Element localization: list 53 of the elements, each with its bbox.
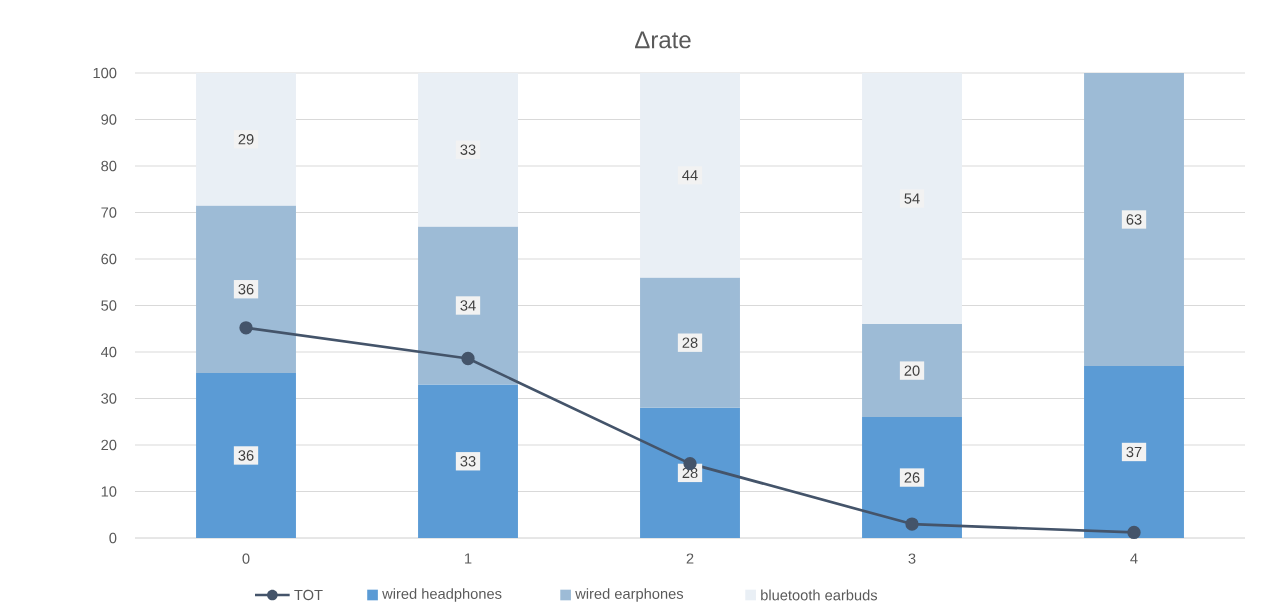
- data-label: 28: [682, 467, 698, 479]
- data-label: 29: [238, 134, 254, 145]
- bar: [862, 417, 962, 538]
- bar: [418, 384, 518, 538]
- bar: [640, 277, 740, 408]
- y-tick-label: 40: [100, 346, 117, 358]
- data-label: 34: [460, 300, 476, 311]
- bar: [418, 73, 518, 227]
- bar: [196, 372, 296, 538]
- data-label: 28: [682, 337, 698, 348]
- bar: [1084, 73, 1184, 366]
- point: [461, 351, 475, 366]
- data-label: 54: [904, 193, 920, 204]
- bar: [862, 73, 962, 325]
- y-tick-label: 0: [109, 532, 117, 544]
- y-tick-label: 20: [101, 439, 117, 451]
- y-tick-label: 30: [101, 393, 117, 404]
- x-tick-label: 3: [908, 553, 916, 564]
- bar: [1084, 365, 1184, 538]
- data-label: 33: [460, 144, 476, 155]
- y-tick-label: 70: [101, 207, 117, 218]
- legend-label: bluetooth earbuds: [761, 589, 878, 601]
- bar: [418, 226, 518, 385]
- x-tick-label: 1: [465, 553, 472, 564]
- bar: [640, 407, 740, 538]
- bar: [862, 324, 962, 418]
- y-tick-label: 100: [93, 67, 117, 79]
- legend-label: TOT: [294, 589, 323, 601]
- data-label: 44: [682, 170, 698, 181]
- y-tick-label: 10: [101, 486, 117, 497]
- data-label: 36: [238, 450, 254, 461]
- point: [1127, 525, 1141, 540]
- bar: [196, 73, 296, 206]
- data-label: 20: [904, 365, 920, 376]
- point: [905, 517, 919, 531]
- data-label: 63: [1126, 214, 1142, 225]
- data-label: 36: [238, 284, 254, 295]
- y-tick-label: 90: [101, 114, 117, 125]
- data-label: 26: [904, 472, 920, 483]
- chart-title: Δrate: [635, 31, 691, 49]
- y-tick-label: 80: [101, 160, 117, 172]
- point: [239, 321, 253, 335]
- data-label: 33: [460, 456, 476, 467]
- legend-label: wired earphones: [575, 588, 684, 602]
- legend-label: wired headphones: [382, 588, 502, 602]
- x-tick-label: 4: [1130, 553, 1138, 564]
- data-label: 37: [1126, 446, 1142, 458]
- bar: [196, 205, 296, 373]
- bar: [640, 73, 740, 278]
- y-tick-label: 50: [101, 300, 117, 311]
- y-tick-label: 60: [101, 253, 117, 265]
- x-tick-label: 2: [686, 553, 694, 564]
- x-tick-label: 0: [242, 553, 250, 564]
